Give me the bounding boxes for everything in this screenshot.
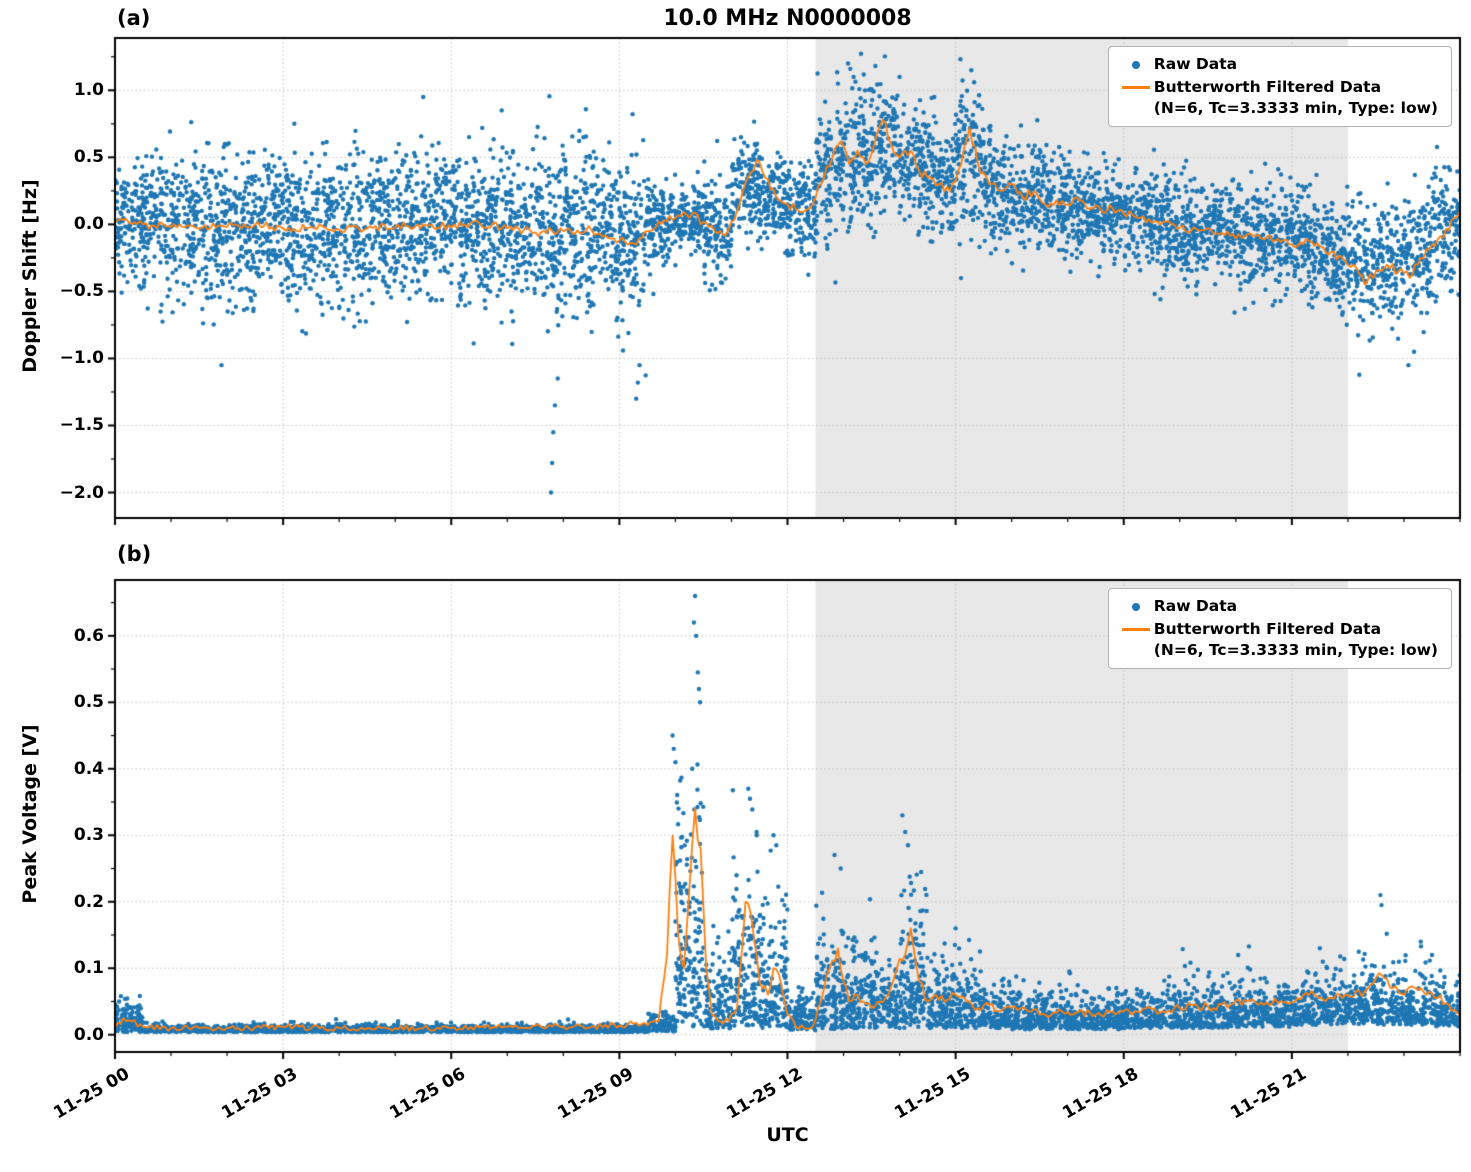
y-tick-label: 0.5 (73, 692, 104, 713)
y-tick-label: 0.2 (73, 891, 104, 912)
legend-entry-raw: Raw Data (1118, 54, 1438, 74)
y-tick-label: −1.0 (59, 348, 104, 369)
y-tick-label: −0.5 (59, 281, 104, 302)
panel-a-label: (a) (117, 6, 151, 30)
x-axis-label: UTC (766, 1124, 809, 1146)
filtered-line-marker-icon (1121, 628, 1150, 632)
panel-b-label: (b) (117, 542, 152, 566)
legend-entry-filtered: Butterworth Filtered Data (N=6, Tc=3.333… (1118, 619, 1438, 660)
legend-raw-label: Raw Data (1153, 55, 1238, 73)
y-axis-label-a: Doppler Shift [Hz] (19, 179, 41, 373)
chart-title: 10.0 MHz N0000008 (663, 6, 912, 31)
y-tick-label: −2.0 (59, 482, 104, 503)
legend-raw-label: Raw Data (1153, 597, 1238, 615)
y-axis-label-b: Peak Voltage [V] (19, 724, 41, 904)
y-tick-label: −1.5 (59, 415, 104, 436)
legend-panel-a: Raw Data Butterworth Filtered Data (N=6,… (1107, 46, 1452, 128)
y-tick-label: 0.5 (73, 147, 104, 168)
raw-data-marker-icon (1131, 61, 1140, 69)
y-tick-label: 0.6 (73, 625, 104, 646)
y-tick-label: 0.0 (73, 1024, 104, 1045)
y-tick-label: 0.1 (73, 958, 104, 979)
y-tick-label: 0.0 (73, 214, 104, 235)
legend-filtered-label-line2: (N=6, Tc=3.3333 min, Type: low) (1153, 98, 1438, 117)
legend-entry-filtered: Butterworth Filtered Data (N=6, Tc=3.333… (1118, 77, 1438, 118)
y-tick-label: 1.0 (73, 80, 104, 101)
filtered-line-marker-icon (1121, 86, 1150, 90)
legend-filtered-label-line1: Butterworth Filtered Data (1153, 620, 1382, 639)
legend-filtered-label-line1: Butterworth Filtered Data (1153, 78, 1382, 97)
raw-data-marker-icon (1131, 603, 1140, 611)
y-tick-label: 0.3 (73, 825, 104, 846)
legend-filtered-label-line2: (N=6, Tc=3.3333 min, Type: low) (1153, 640, 1438, 659)
legend-panel-b: Raw Data Butterworth Filtered Data (N=6,… (1107, 588, 1452, 670)
legend-entry-raw: Raw Data (1118, 596, 1438, 616)
y-tick-label: 0.4 (73, 758, 104, 779)
